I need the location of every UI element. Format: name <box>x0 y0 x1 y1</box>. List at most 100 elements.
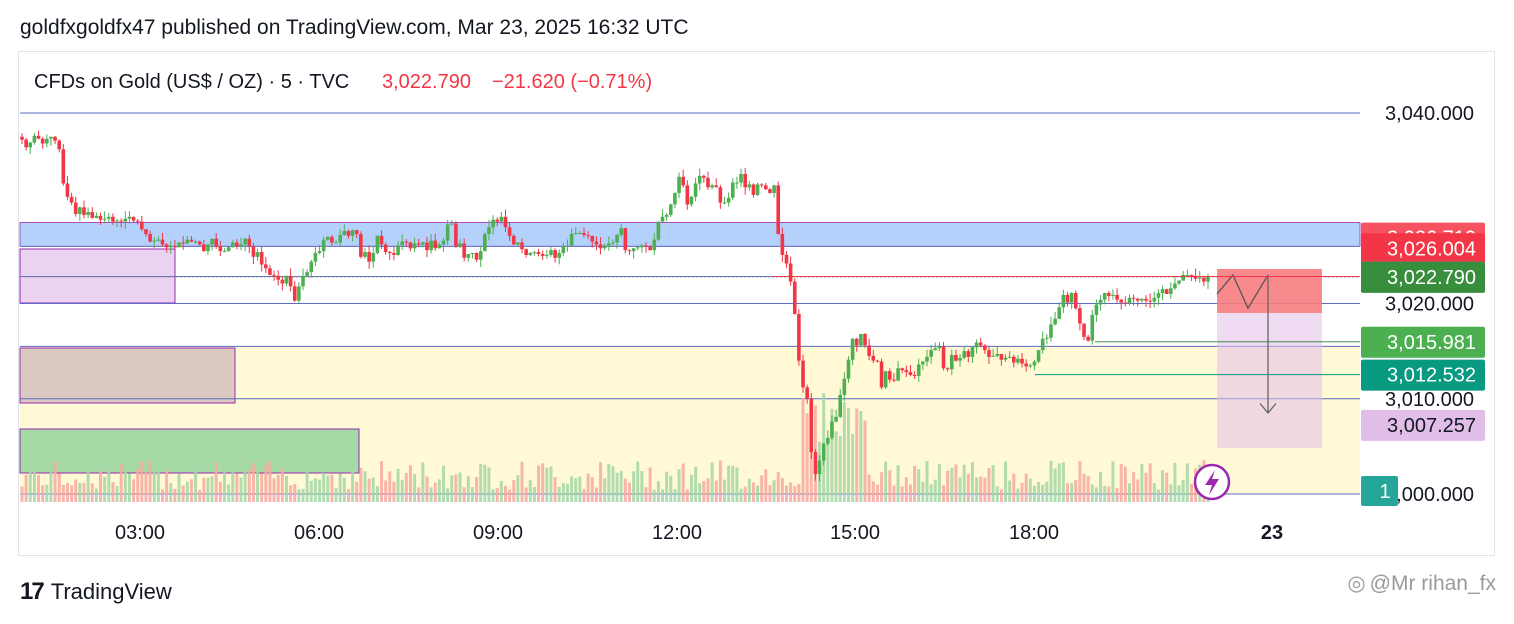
volume-bar <box>495 488 499 502</box>
candle <box>1069 293 1074 303</box>
volume-tag-box <box>1361 476 1398 506</box>
candle <box>437 244 442 249</box>
candle <box>958 357 962 361</box>
volume-bar <box>24 474 28 502</box>
candle <box>945 368 950 370</box>
volume-bar <box>367 478 371 502</box>
candle <box>834 416 838 422</box>
candle <box>185 239 190 244</box>
candle <box>367 252 371 262</box>
candle <box>896 368 900 381</box>
candle <box>478 251 483 260</box>
candle <box>123 218 128 222</box>
candle <box>883 371 888 388</box>
volume-bar <box>842 401 846 502</box>
chart-frame[interactable] <box>18 51 1495 556</box>
candle <box>1169 288 1173 294</box>
order-block-box-2 <box>19 347 236 404</box>
candle <box>1111 294 1115 296</box>
volume-bar <box>933 479 937 502</box>
lightning-icon[interactable] <box>1193 463 1231 501</box>
candle <box>214 238 219 247</box>
volume-bar <box>239 477 243 502</box>
volume-bar <box>557 486 561 502</box>
candle <box>1164 289 1169 294</box>
candle <box>1082 323 1086 337</box>
candle <box>115 220 119 222</box>
volume-bar <box>751 482 755 502</box>
candle <box>929 350 933 357</box>
volume-bar <box>702 481 706 502</box>
candle <box>342 231 347 235</box>
volume-bar <box>1074 480 1078 502</box>
volume-bar <box>954 464 958 502</box>
candle <box>106 216 111 219</box>
volume-bar <box>1037 481 1041 502</box>
volume-bar <box>210 476 214 502</box>
candle <box>24 139 28 148</box>
volume-bar <box>582 489 586 502</box>
candle <box>499 216 504 222</box>
drawings-layer <box>773 268 1360 448</box>
candle <box>268 268 272 275</box>
candle <box>788 263 793 282</box>
volume-bar <box>793 486 797 502</box>
candle <box>218 246 223 252</box>
price-tag-box <box>1361 326 1485 358</box>
candle <box>999 353 1004 360</box>
volume-bar <box>661 489 665 502</box>
volume-bar <box>570 476 574 502</box>
candle <box>78 207 82 214</box>
candle <box>1135 298 1140 301</box>
volume-bar <box>1070 483 1074 502</box>
volume-bar <box>243 470 247 502</box>
volume-bar <box>532 486 536 502</box>
candle <box>148 233 152 242</box>
volume-bar <box>181 485 185 502</box>
candle <box>330 236 334 243</box>
candle <box>681 176 685 186</box>
candle <box>764 185 768 190</box>
candle <box>565 245 570 247</box>
volume-bar <box>561 483 565 502</box>
volume-bar <box>743 486 747 502</box>
candle <box>387 252 392 254</box>
volume-bar <box>541 463 545 502</box>
volume-bar <box>1173 462 1177 502</box>
tradingview-logo[interactable]: 17 TradingView <box>20 578 172 606</box>
volume-bar <box>942 485 946 502</box>
candle <box>875 360 880 362</box>
candle <box>702 175 706 178</box>
volume-bar <box>1016 488 1020 502</box>
volume-bar <box>437 479 441 502</box>
candle <box>210 238 214 245</box>
candle <box>416 243 421 245</box>
candle <box>408 242 413 249</box>
y-tick-label: 3,040.000 <box>1385 103 1474 125</box>
volume-bar <box>388 471 392 502</box>
volume-bar <box>1152 483 1156 502</box>
volume-bar <box>801 398 805 502</box>
candle <box>578 233 582 235</box>
candle <box>309 261 314 273</box>
volume-bar <box>615 472 619 502</box>
candle <box>338 234 342 243</box>
candle <box>966 351 971 357</box>
candle <box>846 359 851 379</box>
price-tag: 3,026.004 <box>1361 233 1485 265</box>
volume-bar <box>830 408 834 502</box>
candle <box>288 275 293 287</box>
candle <box>768 189 772 194</box>
volume-bar <box>1177 485 1181 502</box>
volume-bar <box>268 460 272 502</box>
candle <box>197 241 202 245</box>
candle <box>1185 274 1190 276</box>
volume-bar <box>264 465 268 502</box>
candle <box>714 185 719 188</box>
volume-bar <box>805 413 809 502</box>
volume-bar <box>49 460 53 502</box>
volume-bars-layer <box>20 393 1210 502</box>
price-axis-layer: 3,040.000 3,020.000 3,010.000 3,000.000 3,02… <box>1361 103 1485 506</box>
volume-bar <box>458 472 462 502</box>
